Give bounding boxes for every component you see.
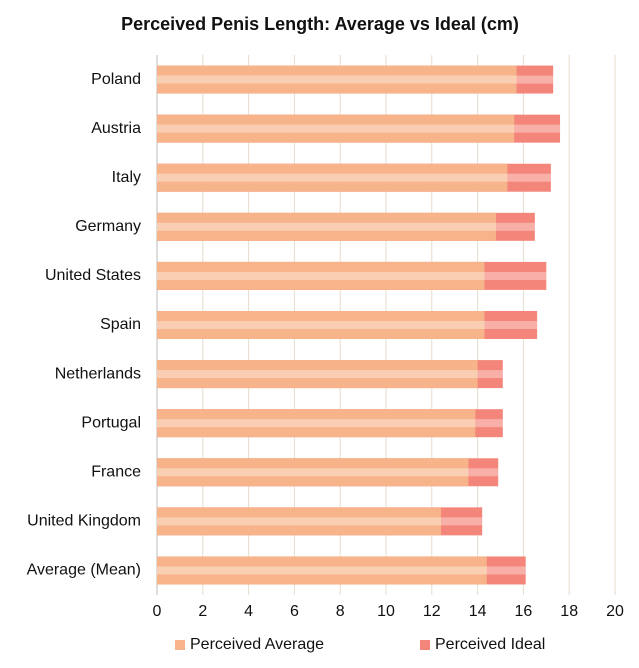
legend-swatch	[420, 640, 430, 650]
bar	[157, 507, 441, 536]
x-tick-label: 2	[198, 603, 207, 620]
y-tick-label: Netherlands	[55, 365, 141, 382]
chart-title: Perceived Penis Length: Average vs Ideal…	[121, 14, 519, 34]
bar-highlight	[157, 124, 515, 133]
bar-highlight	[157, 321, 485, 329]
x-tick-label: 4	[244, 603, 253, 620]
bar-highlight	[157, 517, 441, 526]
x-tick-label: 14	[469, 603, 487, 620]
y-tick-label: Poland	[91, 71, 141, 88]
bar	[157, 261, 485, 290]
y-tick-label: Italy	[112, 169, 141, 186]
y-tick-label: United States	[45, 267, 141, 284]
bar-highlight	[157, 468, 469, 477]
x-tick-label: 18	[560, 603, 578, 620]
x-tick-label: 10	[377, 603, 395, 620]
legend-label: Perceived Average	[190, 636, 324, 653]
y-tick-label: France	[91, 463, 141, 480]
y-tick-label: Portugal	[81, 414, 141, 431]
legend-swatch	[175, 640, 185, 650]
x-tick-label: 8	[336, 603, 345, 620]
bar-highlight	[157, 566, 487, 575]
y-tick-label: United Kingdom	[27, 513, 141, 530]
y-tick-label: Germany	[75, 218, 141, 235]
bar	[157, 163, 508, 192]
bar	[157, 212, 496, 241]
x-tick-label: 12	[423, 603, 441, 620]
bar	[157, 65, 517, 94]
bar	[157, 311, 485, 339]
bar-highlight	[157, 370, 478, 379]
bar	[157, 556, 487, 585]
legend-label: Perceived Ideal	[435, 636, 545, 653]
bar	[157, 409, 476, 438]
bar	[157, 114, 515, 143]
x-tick-label: 0	[153, 603, 162, 620]
bar	[157, 458, 469, 487]
y-tick-label: Austria	[91, 120, 141, 137]
x-tick-label: 16	[515, 603, 533, 620]
bar-highlight	[157, 173, 508, 182]
bar-highlight	[157, 222, 496, 231]
bar	[157, 360, 478, 389]
bar-highlight	[157, 419, 476, 428]
y-tick-label: Average (Mean)	[27, 562, 141, 579]
y-tick-label: Spain	[100, 316, 141, 333]
x-tick-label: 20	[606, 603, 624, 620]
bar-highlight	[157, 271, 485, 280]
bar-highlight	[157, 75, 517, 84]
x-tick-label: 6	[290, 603, 299, 620]
